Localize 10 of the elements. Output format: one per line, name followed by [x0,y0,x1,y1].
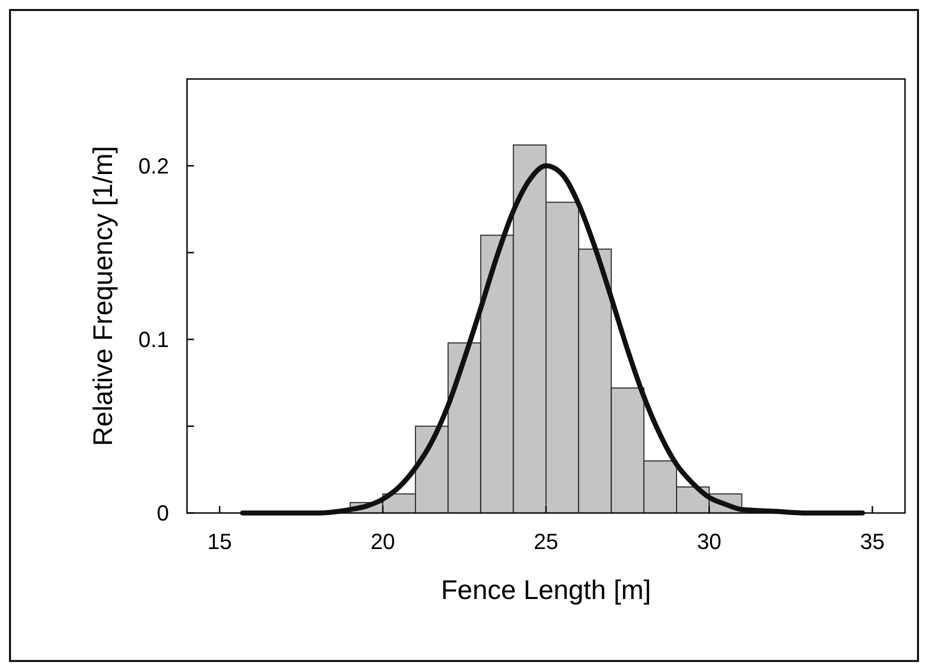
x-axis-title: Fence Length [m] [440,575,652,605]
y-tick-label: 0.2 [138,154,169,178]
x-tick-label: 35 [860,529,885,554]
x-tick-label: 25 [534,529,558,554]
y-tick-label: 0.1 [138,327,169,352]
y-tick-label: 0 [156,500,169,526]
y-axis-title: Relative Frequency [1/m] [88,146,118,446]
x-tick-label: 15 [207,529,232,554]
x-tick-label: 30 [696,529,722,554]
x-tick-label: 20 [370,529,396,554]
